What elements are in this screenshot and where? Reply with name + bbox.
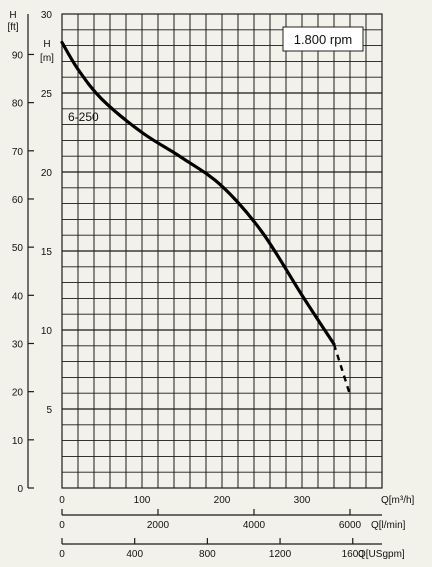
h-m-tick-label: 30: [41, 10, 53, 21]
h-ft-axis-title-symbol: H: [9, 10, 16, 21]
h-ft-tick-label: 70: [12, 147, 24, 158]
h-ft-tick-label: 0: [17, 484, 23, 495]
q-m3h-axis-title: Q[m³/h]: [381, 495, 415, 506]
q-m3h-tick-label: 0: [59, 495, 65, 506]
h-m-tick-label: 10: [41, 326, 53, 337]
h-m-tick-label: 25: [41, 89, 53, 100]
h-ft-axis-title-unit: [ft]: [7, 22, 18, 33]
h-ft-tick-label: 50: [12, 243, 24, 254]
h-m-tick-label: 5: [46, 405, 52, 416]
h-m-axis-title-unit: [m]: [40, 53, 54, 64]
axes: [27, 14, 382, 545]
q-lmin-tick-label: 4000: [243, 520, 266, 531]
q-lmin-tick-label: 2000: [147, 520, 170, 531]
h-ft-tick-label: 20: [12, 388, 24, 399]
q-m3h-tick-label: 100: [134, 495, 151, 506]
h-ft-tick-label: 30: [12, 339, 24, 350]
q-usgpm-tick-label: 1200: [269, 549, 292, 560]
q-m3h-tick-label: 200: [214, 495, 231, 506]
q-usgpm-tick-label: 1600: [342, 549, 365, 560]
speed-label: 1.800 rpm: [294, 32, 353, 47]
q-m3h-tick-label: 300: [294, 495, 311, 506]
q-usgpm-axis-title: Q[USgpm]: [358, 549, 405, 560]
curves: [60, 40, 352, 396]
h-ft-tick-label: 80: [12, 99, 24, 110]
q-lmin-tick-label: 6000: [339, 520, 362, 531]
grid: [61, 13, 383, 489]
h-ft-tick-label: 10: [12, 436, 24, 447]
q-lmin-axis-title: Q[l/min]: [371, 520, 406, 531]
q-usgpm-tick-label: 0: [59, 549, 65, 560]
q-usgpm-tick-label: 800: [199, 549, 216, 560]
h-m-tick-label: 20: [41, 168, 53, 179]
curve-6-250: [60, 40, 336, 346]
h-ft-tick-label: 60: [12, 195, 24, 206]
h-m-tick-label: 15: [41, 247, 53, 258]
q-usgpm-tick-label: 400: [126, 549, 143, 560]
h-ft-tick-label: 90: [12, 50, 24, 61]
h-m-axis-title-symbol: H: [43, 39, 50, 50]
h-ft-tick-label: 40: [12, 291, 24, 302]
series-label-6-250: 6-250: [68, 110, 99, 124]
q-lmin-tick-label: 0: [59, 520, 65, 531]
speed-box: [282, 26, 364, 52]
curve-6-250-extrapolated: [332, 343, 352, 396]
